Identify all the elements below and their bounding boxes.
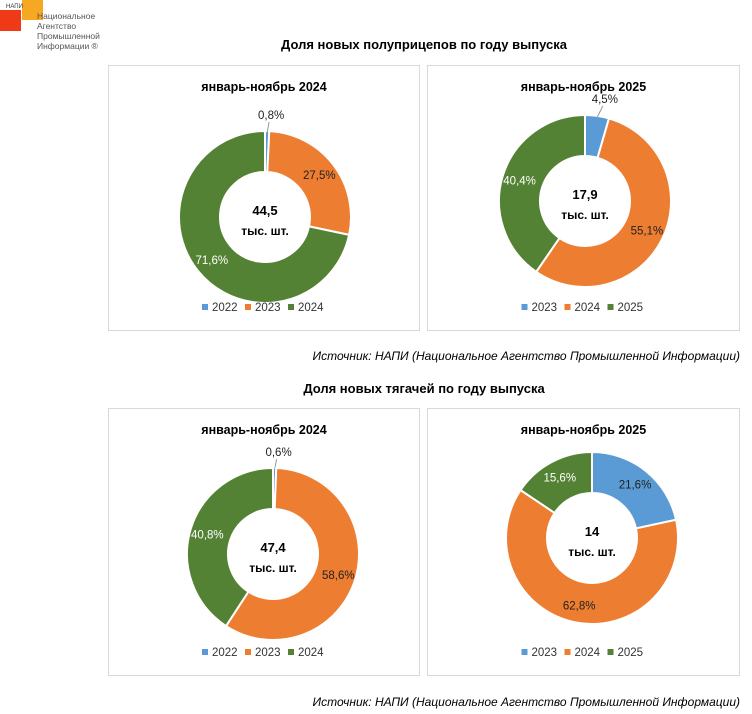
svg-text:Агентство: Агентство [37,21,76,31]
svg-text:НАПИ: НАПИ [6,4,23,10]
center-value: 17,9 [572,187,597,202]
svg-text:Промышленной: Промышленной [37,31,100,41]
chart-title: январь-ноябрь 2025 [521,80,646,94]
chart-panel: январь-ноябрь 2024 0,6% 58,6% 40,8% 47,4 тыс.… [108,408,420,676]
center-value: 47,4 [260,540,286,555]
legend-swatch [202,649,208,655]
legend-swatch [607,304,614,310]
legend-label: 2024 [298,302,324,314]
legend-swatch [521,649,528,655]
donut-slice-2023 [591,450,678,530]
data-label: 21,6% [619,480,652,492]
legend-label: 2023 [532,302,558,314]
legend-label: 2022 [212,302,238,314]
svg-text:Информации ®: Информации ® [37,41,99,51]
section-title-semitrailers: Доля новых полуприцепов по году выпуска [281,37,567,52]
data-label: 62,8% [563,600,596,612]
leader-line [596,105,604,119]
svg-text:Национальное: Национальное [37,11,95,21]
legend-swatch [564,649,571,655]
napi-logo: НАПИ Национальное Агентство Промышленной… [0,0,120,60]
legend-label: 2024 [298,647,324,659]
data-label: 40,8% [191,529,224,541]
legend-swatch [564,304,571,310]
legend-swatch [245,649,251,655]
data-label: 0,8% [258,110,284,122]
chart-title: январь-ноябрь 2025 [521,423,646,437]
data-label: 58,6% [322,570,355,582]
center-value: 14 [585,524,600,539]
legend-swatch [607,649,614,655]
legend-label: 2025 [618,647,644,659]
legend-swatch [288,304,294,310]
center-unit: тыс. шт. [241,224,289,238]
source-note: Источник: НАПИ (Национальное Агентство П… [312,695,740,709]
legend-label: 2022 [212,647,238,659]
donut-slice-2025 [519,450,593,515]
data-label: 0,6% [265,447,291,459]
data-label: 71,6% [195,255,228,267]
donut-slice-2024 [186,466,274,628]
center-value: 44,5 [252,203,277,218]
legend-label: 2024 [575,302,601,314]
legend-swatch [521,304,528,310]
data-label: 40,4% [503,176,536,188]
center-unit: тыс. шт. [568,545,616,559]
legend-swatch [288,649,294,655]
data-label: 27,5% [303,170,336,182]
legend-swatch [202,304,208,310]
legend-label: 2024 [575,647,601,659]
chart-panel: январь-ноябрь 2024 0,8% 27,5% 71,6% 44,5 тыс.… [108,65,420,331]
chart-title: январь-ноябрь 2024 [201,80,326,94]
legend-label: 2023 [255,302,281,314]
chart-panel: январь-ноябрь 2025 21,6% 62,8% 15,6% 14 тыс. … [427,408,740,676]
chart-panel: январь-ноябрь 2025 4,5% 55,1% 40,4% 17,9 тыс.… [427,65,740,331]
donut-slice-2023 [266,130,352,237]
leader-line [266,121,270,134]
center-unit: тыс. шт. [249,561,297,575]
legend-label: 2025 [618,302,644,314]
donut-slice-2024 [178,129,351,304]
center-unit: тыс. шт. [561,208,609,222]
section-title-tractors: Доля новых тягачей по году выпуска [303,381,545,396]
chart-title: январь-ноябрь 2024 [201,423,326,437]
donut-slice-2024 [505,488,679,625]
data-label: 15,6% [543,473,576,485]
source-note: Источник: НАПИ (Национальное Агентство П… [312,349,740,363]
data-label: 4,5% [592,94,618,106]
legend-label: 2023 [255,647,281,659]
donut-slice-2024 [534,117,672,288]
legend-swatch [245,304,251,310]
data-label: 55,1% [631,225,664,237]
leader-line [274,458,278,471]
donut-slice-2025 [498,113,586,274]
donut-slice-2023 [224,467,360,641]
legend-label: 2023 [532,647,558,659]
